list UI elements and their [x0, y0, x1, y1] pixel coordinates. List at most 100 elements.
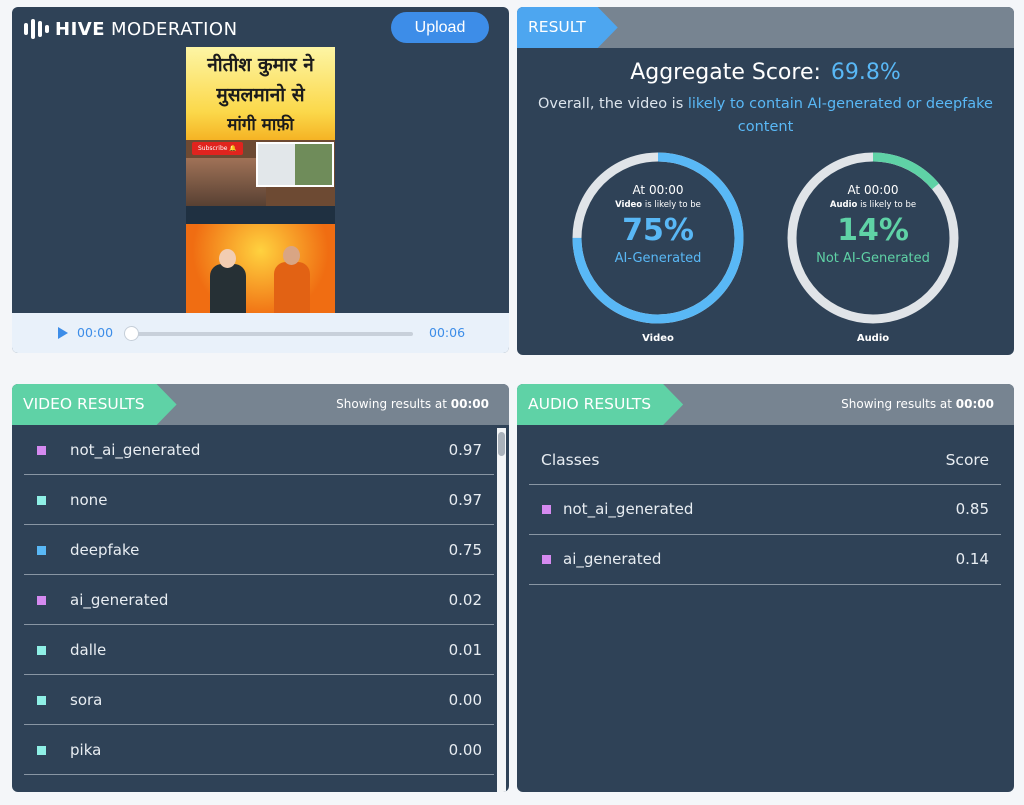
video-results-tab-label: VIDEO RESULTS [12, 384, 177, 425]
video-gauge-percent: 75% [622, 213, 694, 248]
class-color-swatch [542, 505, 551, 514]
audio-showing-time: 00:00 [955, 397, 994, 411]
scrollbar-thumb[interactable] [498, 432, 505, 456]
col-classes: Classes [541, 451, 600, 469]
aggregate-label: Aggregate Score: [630, 60, 821, 85]
seek-handle[interactable] [124, 326, 139, 341]
col-score: Score [945, 451, 989, 469]
thumbnail-head-left [219, 249, 236, 268]
audio-gauge-percent: 14% [837, 213, 909, 248]
class-name: none [70, 491, 108, 509]
thumbnail-meeting-scene: Subscribe 🔔 [186, 140, 335, 224]
audio-gauge-likely: is likely to be [860, 200, 917, 210]
class-score: 0.01 [448, 641, 482, 659]
hive-logo-icon [24, 19, 49, 39]
class-score: 0.00 [448, 691, 482, 709]
class-score: 0.97 [448, 441, 482, 459]
hive-logo: HIVE MODERATION [24, 17, 238, 41]
class-name: ai_generated [70, 591, 169, 609]
audio-results-showing: Showing results at 00:00 [841, 397, 994, 411]
table-row: pika 0.00 [24, 725, 494, 775]
video-gauge-likely: is likely to be [644, 200, 701, 210]
overall-verdict: Overall, the video is likely to contain … [537, 93, 994, 139]
audio-gauge-label: Not AI-Generated [816, 251, 930, 266]
audio-results-header: AUDIO RESULTS Showing results at 00:00 [517, 384, 1014, 425]
audio-gauge-media: Audio [829, 200, 858, 210]
thumbnail-subscribe-badge: Subscribe 🔔 [192, 142, 243, 155]
aggregate-value: 69.8% [830, 60, 901, 85]
video-gauge: At 00:00 Video is likely to be 75% AI-Ge… [570, 150, 746, 326]
brand-name: HIVE [55, 18, 105, 40]
video-results-scrollbar[interactable] [497, 428, 506, 792]
thumbnail-rally-scene [186, 224, 335, 313]
audio-gauge-name: Audio [856, 333, 890, 344]
upload-button[interactable]: Upload [391, 12, 489, 43]
brand-suffix: MODERATION [111, 18, 238, 40]
class-color-swatch [37, 646, 46, 655]
audio-results-panel: AUDIO RESULTS Showing results at 00:00 C… [517, 384, 1014, 792]
class-name: pika [70, 741, 102, 759]
video-results-showing: Showing results at 00:00 [336, 397, 489, 411]
class-color-swatch [37, 696, 46, 705]
gauge-arc [787, 152, 959, 324]
audio-gauge-time: At 00:00 [847, 183, 899, 197]
class-color-swatch [37, 546, 46, 555]
class-color-swatch [37, 746, 46, 755]
class-color-swatch [37, 596, 46, 605]
video-showing-prefix: Showing results at [336, 397, 447, 411]
table-row: none 0.97 [24, 475, 494, 525]
thumbnail-person-right [274, 262, 310, 313]
thumbnail-line-2: मुसलमानो से [216, 84, 305, 106]
thumbnail-line-3: मांगी माफ़ी [227, 115, 294, 135]
audio-results-list: not_ai_generated 0.85 ai_generated 0.14 [529, 485, 1001, 585]
result-header: RESULT [517, 7, 1014, 48]
class-name: not_ai_generated [70, 441, 201, 459]
overall-prefix: Overall, the video is [538, 96, 684, 112]
audio-showing-prefix: Showing results at [841, 397, 952, 411]
video-player-panel: HIVE MODERATION Upload नीतीश कुमार ने मु… [12, 7, 509, 353]
table-row: not_ai_generated 0.97 [24, 425, 494, 475]
thumbnail-inset-photo [256, 142, 334, 187]
class-color-swatch [37, 496, 46, 505]
video-results-list: not_ai_generated 0.97 none 0.97 deepfake 0.75… [24, 425, 494, 775]
play-icon[interactable] [58, 327, 68, 339]
thumbnail-line-1: नीतीश कुमार ने [207, 54, 314, 76]
video-gauge-name: Video [642, 333, 674, 344]
thumbnail-table [186, 206, 335, 224]
class-color-swatch [542, 555, 551, 564]
aggregate-score: Aggregate Score: 69.8% [517, 60, 1014, 85]
audio-results-table-header: Classes Score [529, 443, 1001, 485]
table-row: deepfake 0.75 [24, 525, 494, 575]
table-row: sora 0.00 [24, 675, 494, 725]
video-gauge-media: Video [615, 200, 643, 210]
audio-gauge: At 00:00 Audio is likely to be 14% Not A… [785, 150, 961, 326]
video-thumbnail[interactable]: नीतीश कुमार ने मुसलमानो से मांगी माफ़ी S… [186, 47, 335, 313]
class-name: ai_generated [563, 550, 662, 568]
thumbnail-person-left [210, 264, 246, 313]
table-row: not_ai_generated 0.85 [529, 485, 1001, 535]
class-score: 0.00 [448, 741, 482, 759]
class-name: deepfake [70, 541, 140, 559]
class-score: 0.97 [448, 491, 482, 509]
video-gauge-time: At 00:00 [632, 183, 684, 197]
audio-results-tab-label: AUDIO RESULTS [517, 384, 683, 425]
seek-bar[interactable] [130, 332, 413, 336]
class-score: 0.75 [448, 541, 482, 559]
end-time: 00:06 [429, 325, 466, 340]
class-score: 0.14 [955, 550, 989, 568]
current-time: 00:00 [77, 325, 114, 340]
gauge-arc [572, 152, 744, 324]
result-panel: RESULT Aggregate Score: 69.8% Overall, th… [517, 7, 1014, 355]
class-score: 0.02 [448, 591, 482, 609]
video-gauge-label: AI-Generated [614, 251, 702, 266]
class-score: 0.85 [955, 500, 989, 518]
table-row: dalle 0.01 [24, 625, 494, 675]
player-controls: 00:00 00:06 [12, 313, 509, 353]
video-showing-time: 00:00 [450, 397, 489, 411]
video-results-header: VIDEO RESULTS Showing results at 00:00 [12, 384, 509, 425]
class-name: dalle [70, 641, 107, 659]
thumbnail-headline: नीतीश कुमार ने मुसलमानो से मांगी माफ़ी [186, 47, 335, 140]
class-name: not_ai_generated [563, 500, 694, 518]
class-color-swatch [37, 446, 46, 455]
class-name: sora [70, 691, 103, 709]
